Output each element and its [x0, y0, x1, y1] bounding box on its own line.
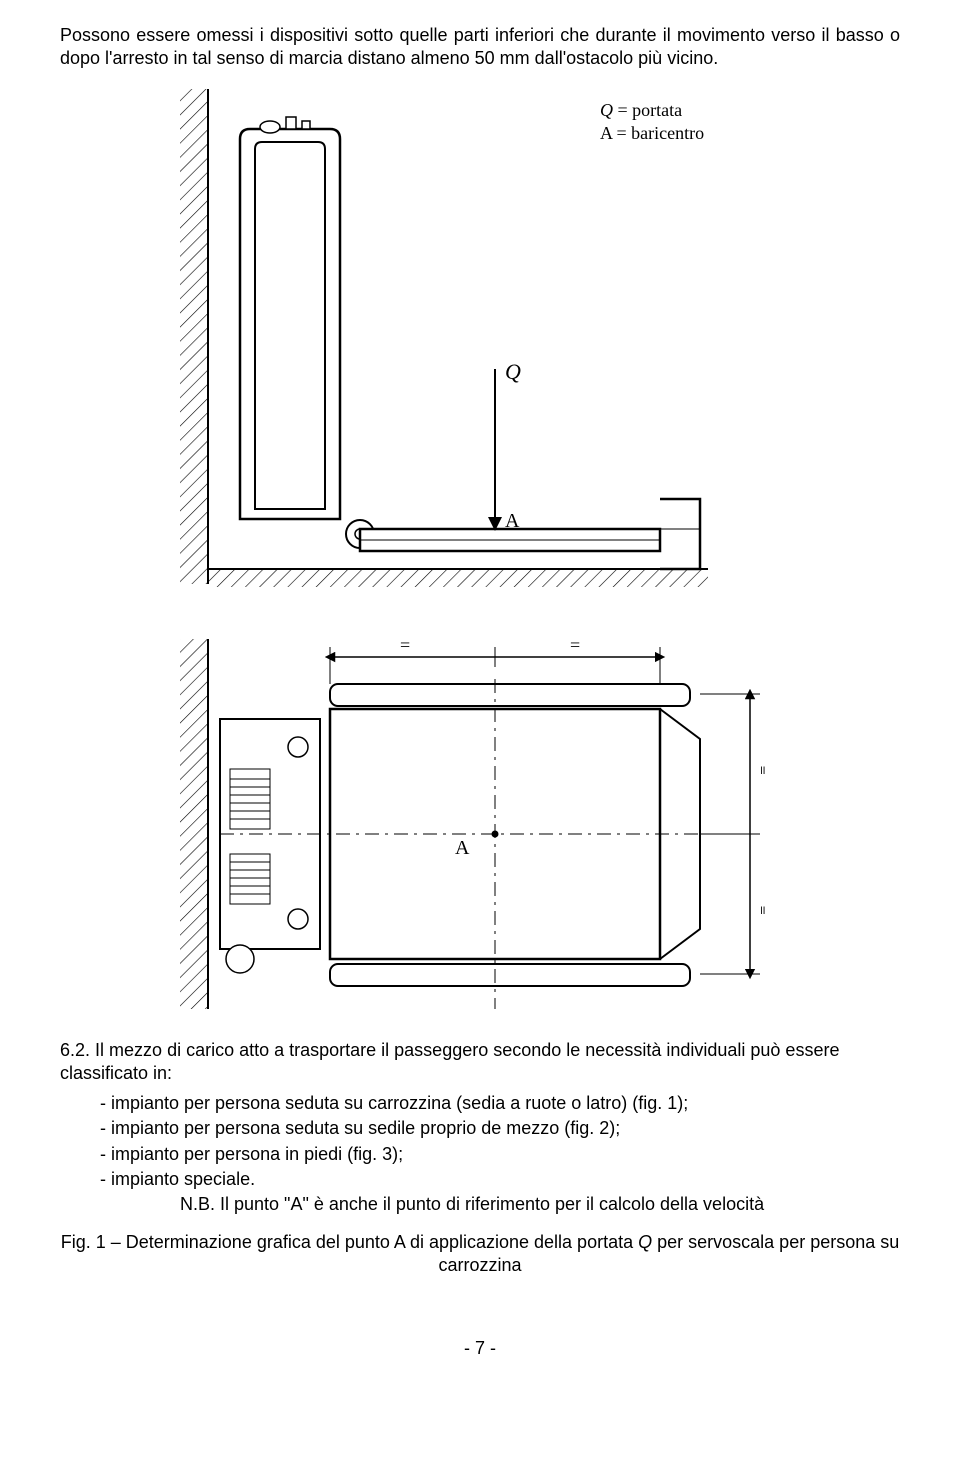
elevation-label-Q: Q — [505, 359, 521, 384]
dim-mark-top: ။ — [760, 758, 765, 778]
dim-equal-right: = — [570, 635, 580, 655]
legend-a-symbol: A — [600, 123, 612, 143]
section-number: 6.2. — [60, 1040, 90, 1060]
page-number: - 7 - — [60, 1338, 900, 1359]
list-item: - impianto per persona seduta su carrozz… — [60, 1092, 900, 1115]
list-item: - impianto per persona seduta su sedile … — [60, 1117, 900, 1140]
section-6-2-lead: 6.2. Il mezzo di carico atto a trasporta… — [60, 1039, 900, 1086]
legend-line-q: Q = portata — [600, 99, 704, 122]
elevation-label-A: A — [505, 510, 520, 532]
caption-prefix: Fig. 1 – Determinazione grafica del punt… — [61, 1232, 638, 1252]
dim-mark-bot: ။ — [760, 898, 765, 918]
legend-q-symbol: Q — [600, 100, 613, 120]
section-6-2: 6.2. Il mezzo di carico atto a trasporta… — [60, 1039, 900, 1217]
list-item: - impianto per persona in piedi (fig. 3)… — [60, 1143, 900, 1166]
dim-equal-left: = — [400, 635, 410, 655]
figure-caption: Fig. 1 – Determinazione grafica del punt… — [60, 1231, 900, 1278]
plan-label-A: A — [455, 837, 470, 859]
technical-drawing: A Q = = — [60, 79, 900, 1019]
figure-legend: Q = portata A = baricentro — [600, 99, 704, 146]
nb-note: N.B. Il punto "A" è anche il punto di ri… — [60, 1193, 900, 1216]
legend-q-text: = portata — [613, 100, 682, 120]
document-page: Possono essere omessi i dispositivi sott… — [0, 0, 960, 1417]
intro-paragraph: Possono essere omessi i dispositivi sott… — [60, 24, 900, 69]
figure-1-container: Q = portata A = baricentro — [60, 79, 900, 1019]
section-lead-text: Il mezzo di carico atto a trasportare il… — [60, 1040, 839, 1083]
list-item: - impianto speciale. — [60, 1168, 900, 1191]
legend-a-text: = baricentro — [612, 123, 704, 143]
caption-q: Q — [638, 1232, 652, 1252]
legend-line-a: A = baricentro — [600, 122, 704, 145]
